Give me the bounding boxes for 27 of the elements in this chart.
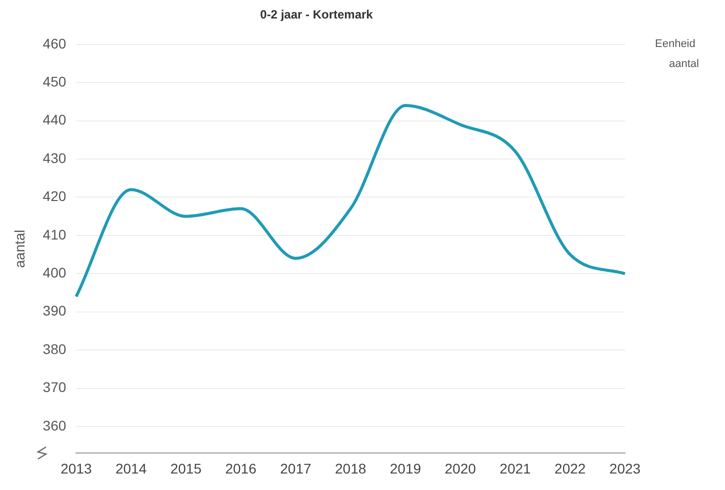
text: Eenheid bbox=[655, 38, 696, 50]
y-tick-label: 400 bbox=[42, 264, 66, 280]
y-tick-label: 440 bbox=[42, 112, 66, 128]
line-series bbox=[74, 104, 626, 298]
x-tick-label: 2016 bbox=[225, 460, 257, 476]
x-tick-label: 2023 bbox=[609, 460, 641, 476]
y-axis-title: aantal bbox=[11, 230, 28, 268]
x-tick-label: 2022 bbox=[554, 460, 586, 476]
x-tick-label: 2020 bbox=[444, 460, 476, 476]
chart-title: 0-2 jaar - Kortemark bbox=[260, 8, 374, 22]
y-tick-label: 390 bbox=[42, 302, 66, 319]
y-tick-label: 420 bbox=[42, 188, 66, 204]
text: aantal bbox=[668, 58, 699, 70]
x-tick-label: 2018 bbox=[335, 460, 366, 476]
y-tick-label: 410 bbox=[42, 226, 66, 242]
x-tick-label: 2017 bbox=[280, 460, 312, 476]
x-tick-label: 2013 bbox=[60, 460, 92, 476]
y-tick-label: 450 bbox=[42, 73, 66, 90]
x-tick-label: 2015 bbox=[170, 460, 202, 476]
y-tick-label: 430 bbox=[42, 150, 66, 166]
y-tick-label: 370 bbox=[42, 379, 66, 396]
x-tick-label: 2019 bbox=[390, 460, 422, 476]
x-tick-label: 2014 bbox=[115, 460, 147, 476]
y-tick-label: 380 bbox=[42, 340, 66, 357]
y-tick-label: 460 bbox=[42, 35, 66, 52]
y-tick-label: 360 bbox=[42, 417, 66, 434]
x-tick-label: 2021 bbox=[500, 460, 532, 476]
